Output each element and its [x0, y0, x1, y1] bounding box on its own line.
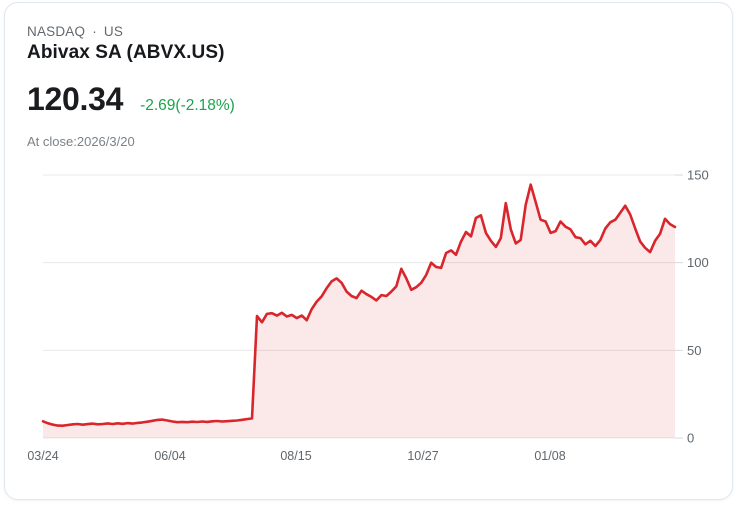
y-axis-label: 100	[687, 255, 709, 270]
exchange-row: NASDAQ · US	[27, 24, 123, 39]
region-label: US	[103, 24, 124, 39]
x-axis-label: 03/24	[27, 449, 58, 463]
y-axis-label: 0	[687, 431, 694, 446]
x-axis-label: 06/04	[154, 449, 185, 463]
y-axis-label: 150	[687, 168, 709, 183]
price-change: -2.69(-2.18%)	[140, 97, 235, 114]
at-close-timestamp: At close:2026/3/20	[27, 134, 135, 149]
price-line	[41, 183, 677, 427]
stock-card: NASDAQ · US Abivax SA (ABVX.US) 120.34 -…	[4, 2, 733, 500]
x-axis-label: 10/27	[407, 449, 438, 463]
stock-title: Abivax SA (ABVX.US)	[27, 42, 225, 63]
separator-dot: ·	[92, 24, 97, 39]
x-axis-label: 01/08	[534, 449, 565, 463]
market-label: NASDAQ	[27, 24, 86, 39]
last-price: 120.34	[27, 81, 124, 117]
price-row: 120.34 -2.69(-2.18%)	[27, 81, 235, 118]
x-axis-label: 08/15	[280, 449, 311, 463]
price-area-fill	[43, 184, 675, 438]
y-axis-label: 50	[687, 343, 701, 358]
